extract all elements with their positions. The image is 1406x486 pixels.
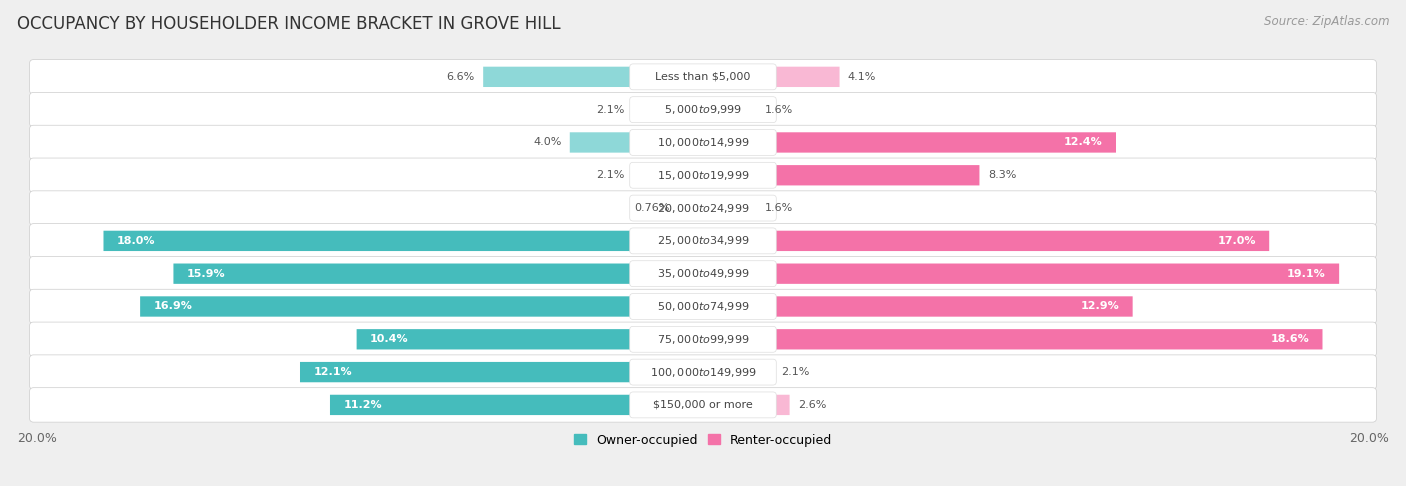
FancyBboxPatch shape: [703, 132, 1116, 153]
Text: $100,000 to $149,999: $100,000 to $149,999: [650, 365, 756, 379]
Text: 18.0%: 18.0%: [117, 236, 155, 246]
FancyBboxPatch shape: [484, 67, 703, 87]
FancyBboxPatch shape: [30, 224, 1376, 258]
Text: 2.1%: 2.1%: [596, 170, 624, 180]
Text: 1.6%: 1.6%: [765, 203, 793, 213]
FancyBboxPatch shape: [703, 198, 756, 218]
Text: OCCUPANCY BY HOUSEHOLDER INCOME BRACKET IN GROVE HILL: OCCUPANCY BY HOUSEHOLDER INCOME BRACKET …: [17, 15, 561, 33]
FancyBboxPatch shape: [630, 64, 776, 90]
Text: $50,000 to $74,999: $50,000 to $74,999: [657, 300, 749, 313]
FancyBboxPatch shape: [569, 132, 703, 153]
FancyBboxPatch shape: [630, 195, 776, 221]
FancyBboxPatch shape: [30, 125, 1376, 160]
FancyBboxPatch shape: [703, 165, 980, 186]
FancyBboxPatch shape: [330, 395, 703, 415]
FancyBboxPatch shape: [30, 60, 1376, 94]
FancyBboxPatch shape: [104, 231, 703, 251]
Text: 12.4%: 12.4%: [1064, 138, 1102, 147]
FancyBboxPatch shape: [299, 362, 703, 382]
Text: 1.6%: 1.6%: [765, 104, 793, 115]
FancyBboxPatch shape: [703, 100, 756, 120]
FancyBboxPatch shape: [703, 296, 1133, 317]
Text: 2.1%: 2.1%: [782, 367, 810, 377]
FancyBboxPatch shape: [173, 263, 703, 284]
FancyBboxPatch shape: [703, 395, 790, 415]
Text: $150,000 or more: $150,000 or more: [654, 400, 752, 410]
Text: $5,000 to $9,999: $5,000 to $9,999: [664, 103, 742, 116]
FancyBboxPatch shape: [30, 158, 1376, 192]
FancyBboxPatch shape: [141, 296, 703, 317]
FancyBboxPatch shape: [30, 92, 1376, 127]
Text: $75,000 to $99,999: $75,000 to $99,999: [657, 333, 749, 346]
Text: $20,000 to $24,999: $20,000 to $24,999: [657, 202, 749, 215]
FancyBboxPatch shape: [703, 329, 1323, 349]
FancyBboxPatch shape: [703, 362, 773, 382]
FancyBboxPatch shape: [30, 388, 1376, 422]
FancyBboxPatch shape: [630, 294, 776, 319]
Text: 11.2%: 11.2%: [343, 400, 382, 410]
FancyBboxPatch shape: [630, 162, 776, 188]
Text: $25,000 to $34,999: $25,000 to $34,999: [657, 234, 749, 247]
FancyBboxPatch shape: [703, 231, 1270, 251]
FancyBboxPatch shape: [30, 257, 1376, 291]
Legend: Owner-occupied, Renter-occupied: Owner-occupied, Renter-occupied: [568, 429, 838, 451]
Text: 12.9%: 12.9%: [1081, 301, 1119, 312]
Text: 4.0%: 4.0%: [533, 138, 561, 147]
Text: Less than $5,000: Less than $5,000: [655, 72, 751, 82]
FancyBboxPatch shape: [630, 228, 776, 254]
FancyBboxPatch shape: [630, 359, 776, 385]
Text: 4.1%: 4.1%: [848, 72, 876, 82]
FancyBboxPatch shape: [633, 165, 703, 186]
Text: 17.0%: 17.0%: [1218, 236, 1256, 246]
FancyBboxPatch shape: [703, 263, 1339, 284]
Text: 12.1%: 12.1%: [314, 367, 352, 377]
Text: 16.9%: 16.9%: [153, 301, 193, 312]
FancyBboxPatch shape: [630, 97, 776, 122]
Text: $35,000 to $49,999: $35,000 to $49,999: [657, 267, 749, 280]
FancyBboxPatch shape: [30, 191, 1376, 226]
FancyBboxPatch shape: [630, 129, 776, 156]
Text: 0.76%: 0.76%: [634, 203, 669, 213]
Text: 2.1%: 2.1%: [596, 104, 624, 115]
FancyBboxPatch shape: [678, 198, 703, 218]
Text: 10.4%: 10.4%: [370, 334, 409, 344]
Text: 18.6%: 18.6%: [1271, 334, 1309, 344]
FancyBboxPatch shape: [30, 289, 1376, 324]
Text: 8.3%: 8.3%: [988, 170, 1017, 180]
FancyBboxPatch shape: [630, 261, 776, 287]
FancyBboxPatch shape: [30, 355, 1376, 389]
FancyBboxPatch shape: [357, 329, 703, 349]
Text: $10,000 to $14,999: $10,000 to $14,999: [657, 136, 749, 149]
FancyBboxPatch shape: [703, 67, 839, 87]
Text: $15,000 to $19,999: $15,000 to $19,999: [657, 169, 749, 182]
Text: 19.1%: 19.1%: [1286, 269, 1326, 278]
FancyBboxPatch shape: [630, 392, 776, 418]
FancyBboxPatch shape: [30, 322, 1376, 357]
FancyBboxPatch shape: [633, 100, 703, 120]
Text: 6.6%: 6.6%: [447, 72, 475, 82]
Text: 2.6%: 2.6%: [799, 400, 827, 410]
Text: Source: ZipAtlas.com: Source: ZipAtlas.com: [1264, 15, 1389, 28]
Text: 15.9%: 15.9%: [187, 269, 225, 278]
FancyBboxPatch shape: [630, 327, 776, 352]
